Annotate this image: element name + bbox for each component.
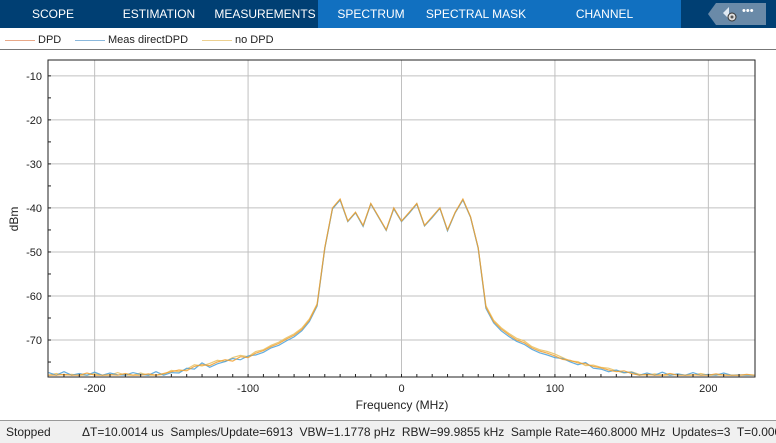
y-tick-label: -10: [26, 71, 42, 83]
spectrum-plot[interactable]: -200 -100 0 100 200 -10 -20 -30 -40 -50 -60 -70 Fre…: [0, 51, 776, 420]
x-tick-label: -100: [237, 383, 259, 395]
plot-frame: [47, 59, 756, 378]
legend-label: DPD: [38, 34, 62, 46]
y-tick-label: -20: [26, 115, 42, 127]
tab-spectrum[interactable]: SPECTRUM: [318, 0, 424, 28]
x-tick-label: 0: [398, 383, 404, 395]
toolstrip-collapse-button[interactable]: •••: [708, 3, 766, 25]
tab-scope[interactable]: SCOPE: [31, 7, 74, 21]
more-options-button[interactable]: •••: [742, 5, 754, 17]
y-tick-label: -50: [26, 247, 42, 259]
y-tick-label: -40: [26, 203, 42, 215]
x-tick-label: 100: [546, 383, 564, 395]
legend-label: Meas directDPD: [108, 34, 189, 46]
gear-icon[interactable]: [721, 5, 739, 23]
tab-estimation[interactable]: ESTIMATION: [122, 7, 196, 21]
x-axis-label: Frequency (MHz): [356, 398, 449, 412]
status-state: Stopped: [6, 425, 51, 439]
x-tick-label: -200: [84, 383, 106, 395]
tab-bar: SCOPE ESTIMATION MEASUREMENTS SPECTRUM S…: [0, 0, 776, 50]
legend-item-dpd[interactable]: DPD: [5, 33, 61, 47]
series-line-dpd: [48, 197, 755, 376]
status-info: ΔT=10.0014 us Samples/Update=6913 VBW=1.…: [82, 425, 776, 439]
legend: DPD Meas directDPD no DPD: [0, 28, 776, 50]
y-tick-label: -70: [26, 335, 42, 347]
tab-measurements[interactable]: MEASUREMENTS: [214, 7, 316, 21]
legend-swatch: [202, 39, 232, 41]
legend-item-meas-directdpd[interactable]: Meas directDPD: [75, 33, 188, 47]
legend-label: no DPD: [235, 34, 274, 46]
tab-channel-measurements[interactable]: CHANNEL MEASUREMENTS: [528, 0, 681, 50]
y-tick-label: -60: [26, 291, 42, 303]
status-bar: Stopped ΔT=10.0014 us Samples/Update=691…: [0, 420, 776, 443]
x-tick-label: 200: [699, 383, 717, 395]
legend-item-no-dpd[interactable]: no DPD: [202, 33, 274, 47]
y-axis-label: dBm: [7, 207, 21, 232]
legend-swatch: [75, 39, 105, 41]
legend-swatch: [5, 39, 35, 41]
tab-spectral-mask[interactable]: SPECTRAL MASK: [424, 0, 528, 28]
y-tick-label: -30: [26, 159, 42, 171]
